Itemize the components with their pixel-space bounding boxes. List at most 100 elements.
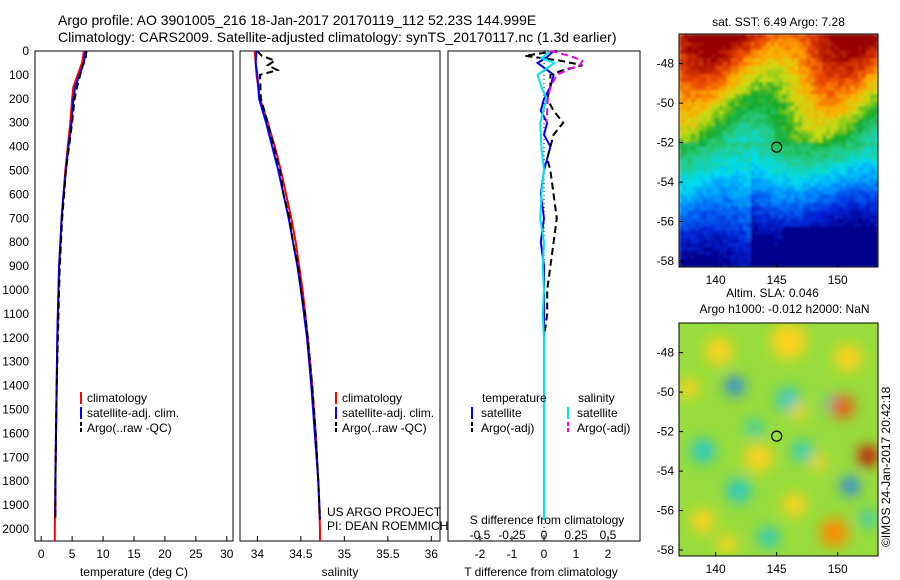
sst-cell [742, 250, 748, 256]
sst-cell [818, 82, 823, 87]
sst-cell [770, 34, 776, 39]
depth-tick-label: 500 [9, 164, 29, 178]
sst-cell [802, 174, 807, 180]
sst-cell [874, 34, 878, 39]
sst-cell [679, 46, 684, 51]
sst-cell [854, 146, 859, 152]
sst-cell [798, 198, 803, 204]
sst-cell [710, 58, 716, 63]
sst-cell [854, 186, 859, 192]
sst-cell [718, 222, 724, 228]
sst-cell [698, 150, 704, 156]
sst-cell [706, 130, 712, 136]
sst-cell [706, 258, 712, 264]
sst-cell [870, 126, 875, 132]
sst-cell [762, 106, 768, 111]
sst-cell [742, 126, 748, 132]
sst-cell [718, 106, 724, 111]
sst-cell [874, 186, 878, 192]
sst-cell [770, 198, 776, 204]
sst-cell [794, 74, 799, 79]
sst-cell [698, 78, 704, 83]
sst-cell [774, 254, 780, 260]
sst-cell [782, 162, 788, 168]
sst-cell [790, 206, 796, 212]
sst-cell [738, 102, 744, 107]
sst-cell [710, 34, 716, 39]
sst-cell [870, 86, 875, 91]
sst-cell [762, 258, 768, 264]
sst-cell [806, 94, 811, 99]
sst-cell [746, 62, 752, 67]
sst-cell [870, 238, 875, 244]
sst-cell [746, 178, 752, 184]
sst-cell [786, 98, 792, 103]
sst-cell [790, 38, 796, 43]
y-tick-label: -52 [657, 425, 675, 439]
sst-cell [746, 86, 752, 91]
sst-cell [682, 162, 688, 168]
sst-cell [774, 166, 780, 172]
sst-cell [762, 226, 768, 232]
sst-cell [690, 74, 696, 79]
sst-cell [726, 222, 732, 228]
sst-cell [738, 250, 744, 256]
sst-cell [694, 94, 700, 99]
sst-cell [722, 218, 728, 224]
sst-cell [838, 162, 843, 168]
sst-cell [850, 34, 855, 39]
sst-cell [698, 134, 704, 140]
sst-cell [842, 210, 847, 216]
sst-cell [770, 186, 776, 192]
sst-cell [750, 90, 756, 95]
sst-cell [750, 106, 756, 111]
sst-cell [686, 218, 692, 224]
sst-cell [734, 166, 740, 172]
depth-tick-label: 400 [9, 140, 29, 154]
sst-cell [862, 226, 867, 232]
sst-cell [826, 154, 831, 160]
sst-cell [734, 106, 740, 111]
sst-cell [798, 154, 803, 160]
sst-cell [862, 114, 867, 119]
sst-cell [722, 74, 728, 79]
sst-cell [874, 218, 878, 224]
sst-cell [702, 258, 708, 264]
sst-cell [794, 38, 799, 43]
sst-cell [754, 110, 760, 115]
sst-cell [810, 246, 815, 252]
sst-cell [718, 178, 724, 184]
sst-cell [726, 250, 732, 256]
sst-cell [850, 50, 855, 55]
sst-cell [790, 130, 796, 136]
sst-cell [762, 206, 768, 212]
sst-cell [830, 50, 835, 55]
sst-cell [838, 218, 843, 224]
sst-cell [726, 182, 732, 188]
sst-cell [838, 170, 843, 176]
sst-cell [754, 190, 760, 196]
sst-cell [694, 174, 700, 180]
sla-eddy [810, 454, 827, 471]
sst-cell [790, 122, 796, 127]
sst-cell [730, 46, 736, 51]
sst-cell [698, 166, 704, 172]
sst-cell [710, 250, 716, 256]
sst-cell [766, 234, 772, 240]
sst-cell [778, 226, 784, 232]
sst-cell [798, 86, 803, 91]
sst-cell [822, 58, 827, 63]
sst-cell [806, 70, 811, 75]
top-tick-label: 0 [541, 528, 548, 542]
sst-cell [850, 70, 855, 75]
sst-cell [782, 150, 788, 156]
sst-cell [774, 42, 780, 47]
sst-cell [866, 50, 871, 55]
sst-cell [766, 230, 772, 236]
sst-cell [874, 170, 878, 176]
sst-cell [750, 174, 756, 180]
sst-cell [762, 162, 768, 168]
sst-cell [690, 150, 696, 156]
sst-cell [806, 202, 811, 208]
sst-cell [862, 238, 867, 244]
